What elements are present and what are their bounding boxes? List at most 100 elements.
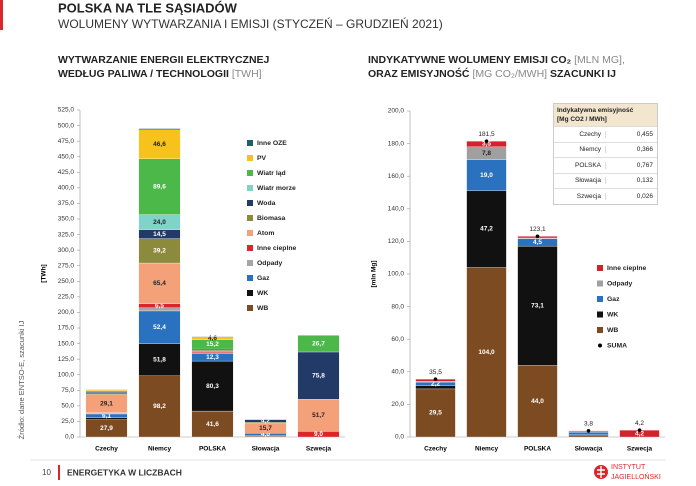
x-tick-label: POLSKA [524, 446, 551, 453]
bar-segment [297, 335, 340, 353]
legend-swatch [247, 230, 253, 236]
x-tick-label: Niemcy [148, 446, 172, 453]
value-label: 4,0 [261, 431, 270, 438]
y-tick-label: 120,0 [388, 238, 405, 245]
y-tick-label: 175,0 [58, 325, 75, 332]
y-tick-label: 500,0 [58, 122, 75, 129]
value-label: 3,5 [482, 141, 491, 148]
header-accent [0, 0, 3, 30]
value-label: 15,2 [206, 341, 219, 348]
table-title: Indykatywna emisyjność [557, 107, 634, 114]
total-marker [535, 234, 540, 239]
legend-swatch [247, 275, 253, 281]
page-number: 10 [42, 468, 51, 477]
value-label: 73,1 [531, 302, 544, 309]
legend-swatch [597, 296, 603, 302]
logo-glyph [597, 466, 605, 478]
table-cell: 0,767 [605, 161, 657, 169]
y-tick-label: 250,0 [58, 278, 75, 285]
bar-segment [85, 391, 128, 393]
legend-swatch [247, 200, 253, 206]
total-marker [637, 428, 642, 432]
bar-segment [191, 350, 234, 352]
y-tick-label: 100,0 [388, 271, 405, 278]
bar-segment [138, 343, 181, 376]
value-label: 4,5 [533, 239, 542, 246]
legend-swatch [247, 290, 253, 296]
total-marker [433, 377, 438, 381]
logo-text: INSTYTUT [611, 464, 646, 471]
bar-segment [517, 245, 558, 366]
legend-swatch [597, 327, 603, 333]
y-tick-label: 200,0 [58, 309, 75, 316]
y-tick-label: 40,0 [391, 369, 404, 376]
table-cell: Niemcy [579, 146, 601, 154]
x-tick-label: Szwecja [306, 446, 332, 453]
x-tick-label: Czechy [424, 446, 447, 453]
legend-swatch [247, 215, 253, 221]
value-label: 29,1 [100, 400, 113, 407]
bar-segment [191, 410, 234, 438]
legend-label: WK [257, 290, 268, 297]
value-label: 80,3 [206, 383, 219, 390]
value-label: 6,5 [155, 303, 164, 310]
bar-segment [244, 419, 287, 423]
value-label: 14,5 [153, 231, 166, 238]
legend-swatch [247, 140, 253, 146]
y-tick-label: 25,0 [61, 418, 74, 425]
header-subtitle: WOLUMENY WYTWARZANIA I EMISJI (STYCZEŃ –… [58, 16, 443, 31]
legend-label: Gaz [607, 296, 620, 303]
legend-label: WB [257, 305, 268, 312]
bar-segment [466, 190, 507, 268]
value-label: 27,9 [100, 425, 113, 432]
y-tick-label: 300,0 [58, 247, 75, 254]
legend-swatch [247, 245, 253, 251]
table-header: Indykatywna emisyjność [Mg CO2 / MWh] [554, 104, 657, 126]
bar-segment [138, 129, 181, 159]
value-label: 7,8 [482, 150, 491, 157]
legend-label: WK [607, 311, 618, 318]
value-label: 98,2 [153, 403, 166, 410]
legend-label: Wiatr ląd [257, 170, 286, 177]
y-axis-label: [mln Mg] [371, 260, 378, 287]
bar-segment [191, 348, 234, 351]
value-label: 19,0 [480, 172, 493, 179]
footer-accent [58, 465, 60, 480]
y-tick-label: 350,0 [58, 216, 75, 223]
bar-segment [138, 262, 181, 304]
legend-label: Atom [257, 230, 274, 237]
legend-swatch [247, 185, 253, 191]
legend-label: Odpady [257, 260, 283, 267]
y-tick-label: 140,0 [388, 206, 405, 213]
legend-swatch [597, 280, 603, 287]
y-tick-label: 0,0 [65, 434, 74, 441]
legend-label: SUMA [607, 342, 627, 349]
table-cell: Czechy [579, 130, 601, 138]
legend-label: Inne OZE [257, 140, 287, 147]
chart-unit: [MG CO₂/MWH] [472, 68, 547, 80]
bar-segment [191, 360, 234, 412]
bar-segment [466, 267, 507, 438]
bar-segment [517, 365, 558, 438]
bar-segment [568, 435, 609, 438]
legend-label: Biomasa [257, 215, 286, 222]
table-unit: [Mg CO2 / MWh] [557, 116, 607, 123]
legend-label: Odpady [607, 280, 633, 287]
y-tick-label: 525,0 [58, 107, 75, 114]
value-label: 51,8 [153, 356, 166, 363]
chart-title: SZACUNKI IJ [550, 68, 616, 80]
y-tick-label: 0,0 [395, 434, 404, 441]
y-tick-label: 400,0 [58, 185, 75, 192]
bar-segment [138, 128, 181, 130]
value-label: 89,6 [153, 183, 166, 190]
value-label: 2,2 [431, 381, 440, 388]
total-label: 123,1 [529, 226, 546, 233]
y-tick-label: 150,0 [58, 340, 75, 347]
table-cell: 0,026 [605, 192, 657, 200]
header-title: POLSKA NA TLE SĄSIADÓW [58, 0, 238, 15]
table-cell: 0,132 [605, 177, 657, 185]
y-tick-label: 200,0 [388, 108, 405, 115]
legend-label: Inne cieplne [607, 265, 647, 272]
y-tick-label: 80,0 [391, 303, 404, 310]
